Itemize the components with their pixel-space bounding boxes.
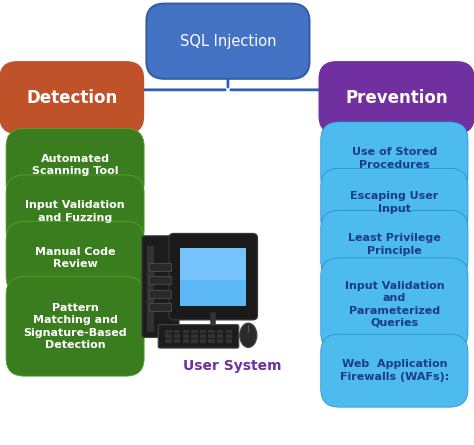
FancyBboxPatch shape	[321, 168, 468, 237]
FancyBboxPatch shape	[321, 210, 468, 279]
Bar	[226, 339, 232, 343]
Bar	[226, 329, 232, 333]
Bar	[181, 248, 246, 280]
Bar	[149, 303, 171, 311]
Bar	[200, 329, 206, 333]
Bar	[209, 334, 215, 338]
Bar	[182, 339, 189, 343]
Bar	[174, 334, 181, 338]
Bar	[165, 339, 172, 343]
Text: Least Privilege
Principle: Least Privilege Principle	[348, 234, 441, 256]
Text: Escaping User
Input: Escaping User Input	[350, 191, 438, 214]
FancyBboxPatch shape	[146, 4, 310, 79]
Text: Pattern
Matching and
Signature-Based
Detection: Pattern Matching and Signature-Based Det…	[23, 303, 127, 350]
Text: Manual Code
Review: Manual Code Review	[35, 247, 115, 269]
FancyBboxPatch shape	[321, 122, 468, 195]
Text: Automated
Scanning Tool: Automated Scanning Tool	[32, 154, 118, 176]
FancyBboxPatch shape	[142, 236, 179, 337]
FancyBboxPatch shape	[319, 61, 474, 134]
Text: Input Validation
and
Parameterized
Queries: Input Validation and Parameterized Queri…	[345, 281, 444, 328]
Bar	[191, 339, 198, 343]
Text: SQL Injection: SQL Injection	[180, 34, 276, 49]
Bar	[181, 248, 246, 306]
Bar	[165, 329, 172, 333]
Text: Web  Application
Firewalls (WAFs):: Web Application Firewalls (WAFs):	[340, 360, 449, 382]
FancyBboxPatch shape	[321, 258, 468, 351]
Bar	[217, 339, 223, 343]
Bar	[174, 339, 181, 343]
FancyBboxPatch shape	[321, 334, 468, 407]
FancyBboxPatch shape	[158, 325, 239, 348]
Bar	[149, 263, 171, 271]
Bar	[191, 329, 198, 333]
Text: Use of Stored
Procedures: Use of Stored Procedures	[352, 147, 437, 170]
Bar	[209, 339, 215, 343]
Text: Prevention: Prevention	[346, 89, 448, 106]
FancyBboxPatch shape	[6, 222, 144, 294]
Bar	[182, 329, 189, 333]
Bar	[165, 334, 172, 338]
Bar	[149, 290, 171, 298]
Bar	[209, 329, 215, 333]
Bar	[226, 334, 232, 338]
FancyBboxPatch shape	[6, 129, 144, 202]
FancyBboxPatch shape	[6, 175, 144, 248]
Bar	[217, 329, 223, 333]
Ellipse shape	[240, 323, 257, 348]
FancyBboxPatch shape	[147, 246, 154, 332]
Bar	[200, 334, 206, 338]
Text: User System: User System	[183, 359, 282, 373]
Bar	[182, 334, 189, 338]
Bar	[174, 329, 181, 333]
Bar	[200, 339, 206, 343]
Text: Input Validation
and Fuzzing: Input Validation and Fuzzing	[25, 200, 125, 222]
Bar	[191, 334, 198, 338]
Text: Detection: Detection	[26, 89, 118, 106]
FancyBboxPatch shape	[0, 61, 144, 134]
FancyBboxPatch shape	[169, 234, 257, 320]
FancyBboxPatch shape	[6, 277, 144, 376]
Bar	[193, 328, 234, 335]
Bar	[149, 276, 171, 284]
Bar	[217, 334, 223, 338]
